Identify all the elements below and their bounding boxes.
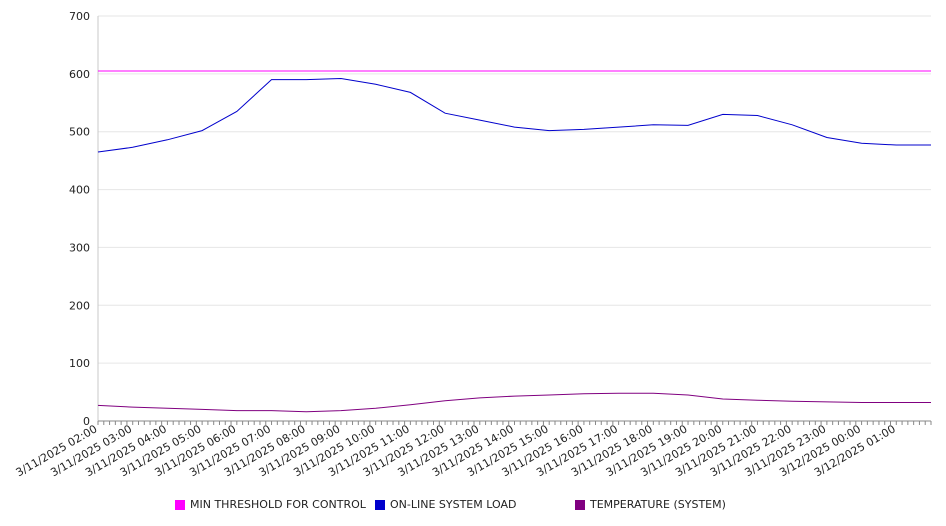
legend-item-min-threshold: MIN THRESHOLD FOR CONTROL [175, 498, 366, 511]
chart-legend: MIN THRESHOLD FOR CONTROL ON-LINE SYSTEM… [0, 498, 946, 514]
gridlines [98, 15, 931, 364]
y-tick-label-600: 600 [69, 68, 90, 81]
legend-item-temperature: TEMPERATURE (SYSTEM) [575, 498, 726, 511]
legend-label-temperature: TEMPERATURE (SYSTEM) [590, 498, 726, 511]
legend-label-min-threshold: MIN THRESHOLD FOR CONTROL [190, 498, 366, 511]
y-tick-label-400: 400 [69, 184, 90, 197]
y-tick-label-100: 100 [69, 357, 90, 370]
series-lines [97, 70, 931, 413]
legend-swatch-temperature [575, 499, 585, 510]
series-line-1 [97, 77, 931, 153]
y-tick-label-500: 500 [69, 126, 90, 139]
series-line-2 [97, 392, 931, 413]
legend-swatch-min-threshold [175, 499, 185, 510]
y-tick-label-300: 300 [69, 241, 90, 254]
legend-item-system-load: ON-LINE SYSTEM LOAD [375, 498, 516, 511]
axes [97, 16, 932, 425]
y-tick-label-200: 200 [69, 299, 90, 312]
y-tick-label-700: 700 [69, 10, 90, 23]
legend-label-system-load: ON-LINE SYSTEM LOAD [390, 498, 517, 511]
y-tick-label-0: 0 [83, 415, 90, 428]
legend-swatch-system-load [375, 499, 385, 510]
